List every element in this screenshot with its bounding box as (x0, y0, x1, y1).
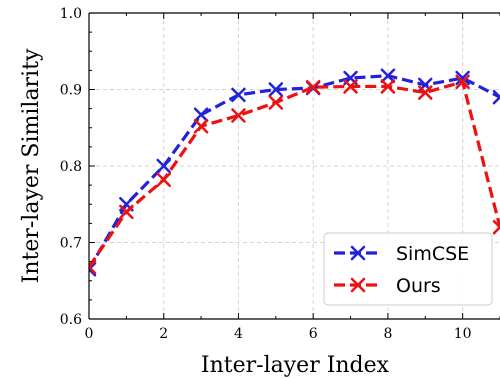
data-point-ours (343, 79, 358, 94)
x-tick-label: 10 (454, 326, 472, 342)
y-axis-label: Inter-layer Similarity (19, 48, 44, 283)
y-tick-label: 0.9 (60, 83, 82, 99)
data-point-ours (231, 108, 246, 123)
data-point-ours (455, 74, 470, 90)
x-tick-label: 4 (234, 326, 243, 342)
legend-label-ours: Ours (396, 275, 441, 297)
legend-marker-ours (350, 277, 366, 293)
legend-marker-simcse (350, 245, 366, 261)
data-point-ours (156, 172, 171, 188)
x-tick-label: 6 (309, 326, 318, 342)
data-point-simcse (455, 70, 470, 86)
y-tick-label: 0.7 (60, 236, 82, 252)
ticks: 0 2 4 6 8 10 0.6 0.7 0.8 0.9 1.0 (60, 6, 500, 342)
x-axis-label: Inter-layer Index (201, 353, 390, 378)
data-point-ours (305, 79, 321, 95)
data-point-simcse (193, 107, 209, 122)
x-tick-label: 0 (85, 326, 94, 342)
data-point-simcse (492, 89, 500, 105)
data-point-simcse (380, 68, 396, 83)
data-point-simcse (156, 158, 171, 174)
data-point-simcse (231, 87, 246, 103)
data-point-ours (418, 85, 433, 100)
data-point-ours (268, 95, 284, 110)
legend-box (323, 232, 493, 306)
data-point-ours (380, 79, 396, 94)
y-tick-label: 1.0 (60, 6, 82, 22)
data-point-ours (492, 219, 500, 235)
data-point-ours (119, 204, 134, 220)
series-layer (89, 68, 500, 277)
data-point-simcse (89, 262, 97, 277)
x-tick-label: 8 (383, 326, 392, 342)
legend: SimCSE Ours (323, 232, 493, 306)
y-tick-label: 0.8 (60, 159, 82, 175)
data-point-ours (89, 259, 97, 275)
y-tick-label: 0.6 (60, 312, 82, 328)
data-point-simcse (268, 82, 284, 97)
data-point-ours (193, 118, 209, 134)
series-line-ours (89, 80, 500, 268)
x-tick-label: 2 (159, 326, 168, 342)
legend-label-simcse: SimCSE (396, 243, 469, 265)
